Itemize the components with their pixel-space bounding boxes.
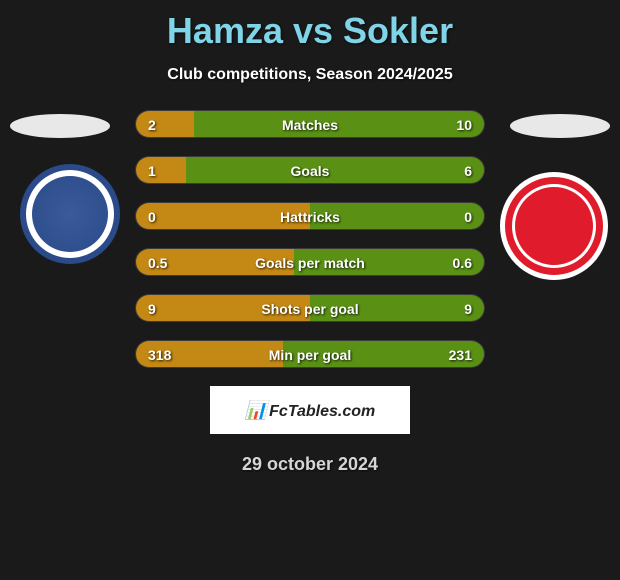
stat-bar-row: Goals1 6 <box>135 156 485 184</box>
stat-bar-right-value: 10 <box>456 111 472 138</box>
page-subtitle: Club competitions, Season 2024/2025 <box>0 66 620 84</box>
stat-bar-label: Matches <box>136 111 484 138</box>
stat-bar-row: Hattricks0 0 <box>135 202 485 230</box>
stat-bar-row: Goals per match0.5 0.6 <box>135 248 485 276</box>
brand-box: 📊FcTables.com <box>210 386 410 434</box>
stat-bar-row: Matches2 10 <box>135 110 485 138</box>
right-player-ellipse <box>510 114 610 138</box>
right-team-badge <box>500 172 608 280</box>
stat-bar-label: Shots per goal <box>136 295 484 322</box>
stat-bar-right-value: 0.6 <box>453 249 472 276</box>
stat-bar-label: Hattricks <box>136 203 484 230</box>
stat-bar-right-value: 0 <box>464 203 472 230</box>
stat-bar-left-value: 0.5 <box>148 249 167 276</box>
stat-bar-right-value: 9 <box>464 295 472 322</box>
stat-bars: Matches2 10 Goals1 6 Hattricks0 0 Goals per ma… <box>135 110 485 368</box>
left-player-ellipse <box>10 114 110 138</box>
left-team-badge <box>20 164 120 264</box>
stat-bar-right-value: 6 <box>464 157 472 184</box>
stat-bar-left-value: 2 <box>148 111 156 138</box>
stat-bar-label: Goals per match <box>136 249 484 276</box>
stat-bar-label: Min per goal <box>136 341 484 368</box>
stat-bar-left-value: 318 <box>148 341 171 368</box>
page-title: Hamza vs Sokler <box>0 0 620 52</box>
date-text: 29 october 2024 <box>0 454 620 475</box>
stat-bar-left-value: 1 <box>148 157 156 184</box>
aberdeen-badge-icon <box>512 184 596 268</box>
stat-bar-label: Goals <box>136 157 484 184</box>
fctables-logo: 📊FcTables.com <box>245 400 376 421</box>
stat-bar-left-value: 9 <box>148 295 156 322</box>
comparison-content: Matches2 10 Goals1 6 Hattricks0 0 Goals per ma… <box>0 110 620 368</box>
stat-bar-row: Min per goal318 231 <box>135 340 485 368</box>
stat-bar-left-value: 0 <box>148 203 156 230</box>
brand-text: FcTables.com <box>269 403 375 420</box>
chart-icon: 📊 <box>245 400 267 420</box>
rangers-badge-icon <box>32 176 108 252</box>
stat-bar-row: Shots per goal9 9 <box>135 294 485 322</box>
stat-bar-right-value: 231 <box>449 341 472 368</box>
